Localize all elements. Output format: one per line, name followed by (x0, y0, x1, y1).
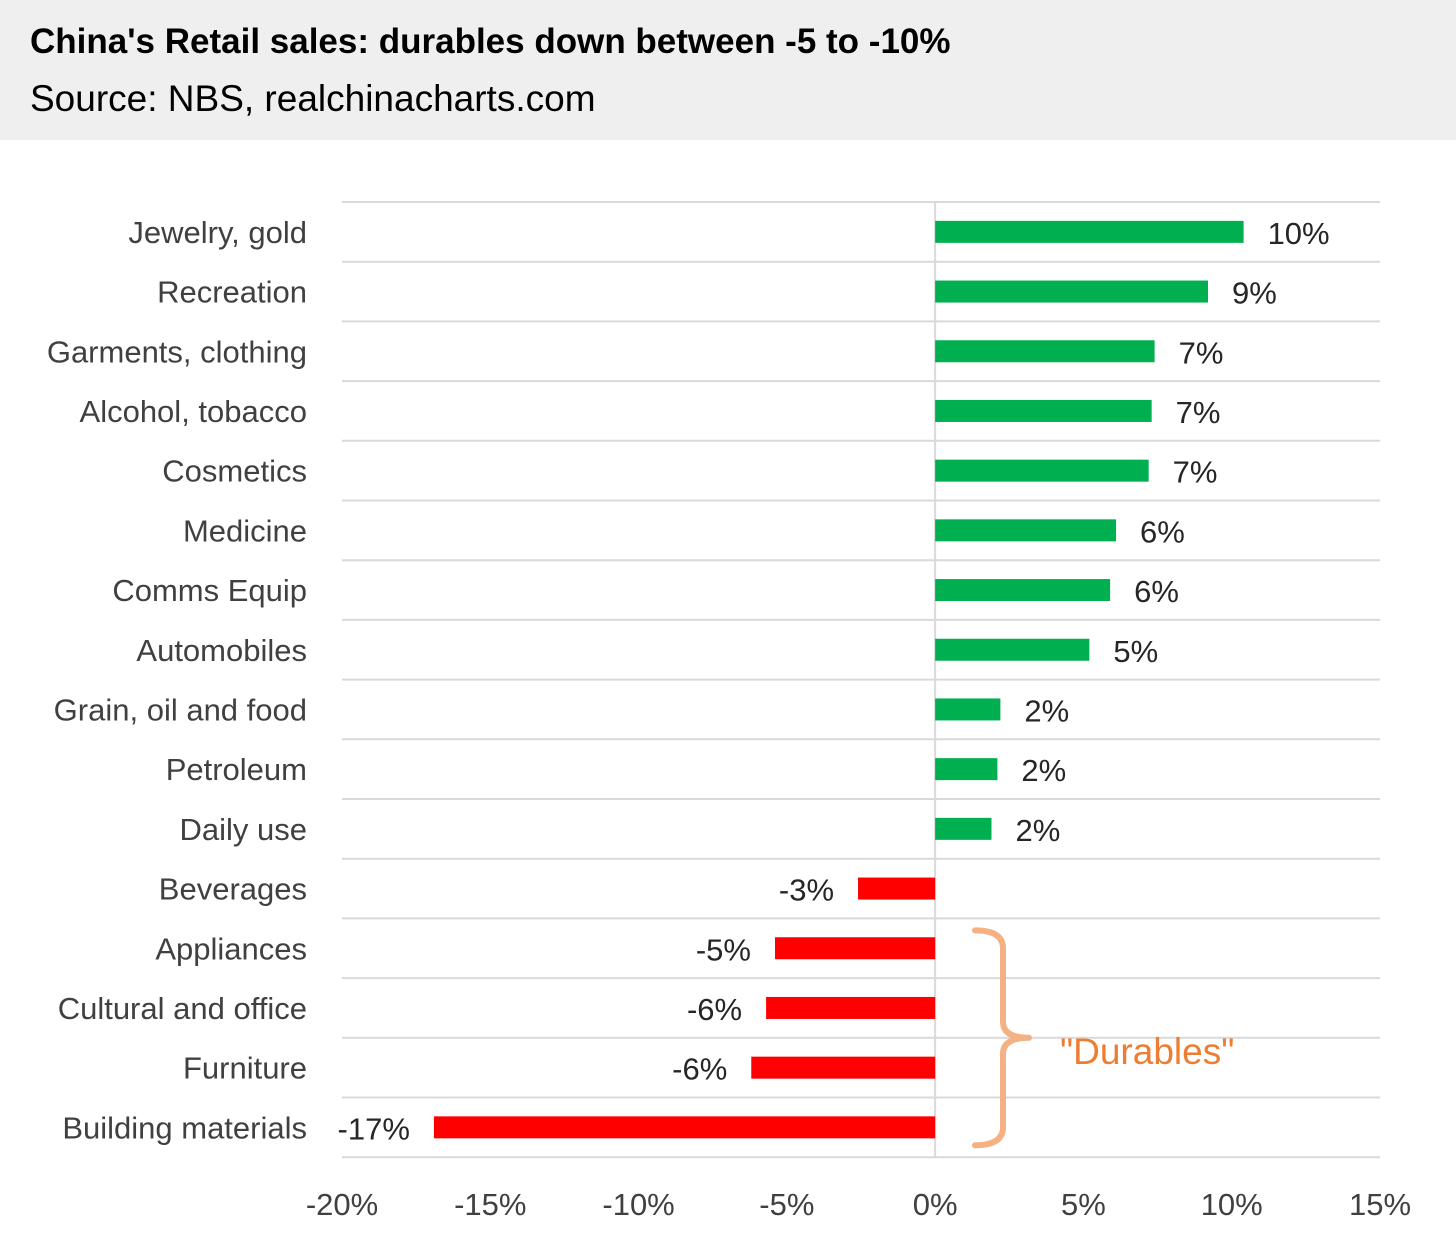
category-label: Furniture (183, 1051, 307, 1086)
category-label: Cosmetics (162, 454, 307, 489)
bar (751, 1056, 936, 1079)
data-label: 7% (1176, 395, 1221, 430)
x-tick-label: -10% (602, 1187, 674, 1222)
bar (935, 340, 1155, 363)
data-label: 5% (1113, 634, 1158, 669)
chart-title: China's Retail sales: durables down betw… (30, 22, 951, 61)
x-tick-label: -5% (759, 1187, 814, 1222)
data-label: -17% (338, 1111, 410, 1146)
bar (774, 937, 936, 960)
data-label: 6% (1134, 574, 1179, 609)
x-tick-label: 10% (1201, 1187, 1263, 1222)
category-label: Building materials (62, 1110, 307, 1145)
data-label: -3% (779, 873, 834, 908)
category-label: Garments, clothing (47, 334, 307, 369)
bar (935, 220, 1244, 243)
category-label: Cultural and office (58, 991, 307, 1026)
category-label: Alcohol, tobacco (80, 394, 307, 429)
bar (935, 758, 998, 781)
category-label: Appliances (155, 931, 307, 966)
durables-bracket (972, 927, 1032, 1149)
x-tick-label: 5% (1061, 1187, 1106, 1222)
category-label: Medicine (183, 513, 307, 548)
category-label: Recreation (157, 275, 307, 310)
bar (433, 1116, 936, 1139)
bar (935, 519, 1117, 542)
data-label: 2% (1015, 813, 1060, 848)
bar (858, 877, 936, 900)
bar (935, 698, 1001, 721)
bar (935, 399, 1152, 422)
data-label: -5% (696, 932, 751, 967)
data-label: 7% (1173, 455, 1218, 490)
category-label: Grain, oil and food (54, 692, 307, 727)
bar (935, 638, 1090, 661)
category-label: Automobiles (136, 633, 307, 668)
data-label: -6% (672, 1052, 727, 1087)
data-label: -6% (687, 992, 742, 1027)
bar (935, 280, 1208, 303)
category-label: Comms Equip (112, 573, 307, 608)
data-label: 10% (1268, 216, 1330, 251)
x-tick-label: -20% (306, 1187, 378, 1222)
category-label: Petroleum (166, 752, 307, 787)
data-label: 7% (1179, 335, 1224, 370)
bar (935, 579, 1111, 602)
data-label: 2% (1021, 753, 1066, 788)
category-label: Jewelry, gold (128, 215, 307, 250)
category-label: Beverages (159, 872, 307, 907)
data-label: 6% (1140, 514, 1185, 549)
data-label: 9% (1232, 276, 1277, 311)
bar (935, 459, 1149, 482)
chart-subtitle: Source: NBS, realchinacharts.com (30, 78, 596, 119)
data-label: 2% (1024, 693, 1069, 728)
x-tick-label: 15% (1349, 1187, 1411, 1222)
durables-annotation: "Durables" (1060, 1031, 1234, 1072)
x-tick-label: 0% (913, 1187, 958, 1222)
chart-header: China's Retail sales: durables down betw… (0, 0, 1456, 140)
x-tick-label: -15% (454, 1187, 526, 1222)
category-label: Daily use (180, 812, 308, 847)
bar (935, 817, 992, 840)
bar (766, 996, 936, 1019)
